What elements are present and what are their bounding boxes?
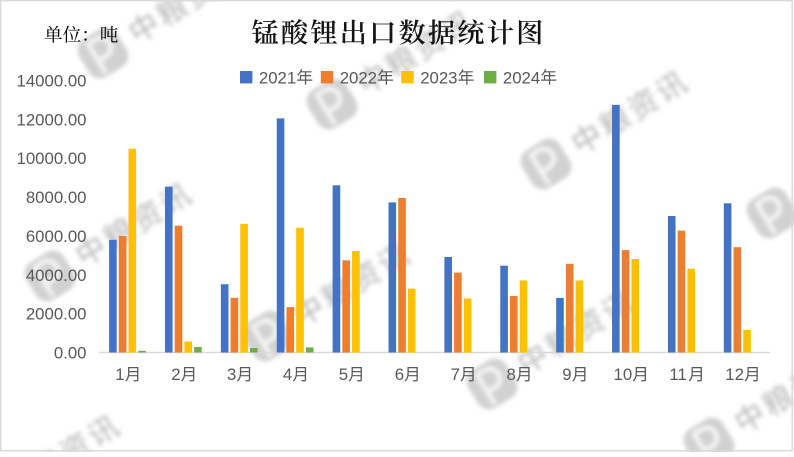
svg-text:9: 9 xyxy=(562,365,571,384)
svg-text:12000.00: 12000.00 xyxy=(17,110,87,129)
svg-text:11: 11 xyxy=(669,365,686,384)
svg-text:6: 6 xyxy=(395,365,404,384)
svg-text:2: 2 xyxy=(171,365,180,384)
svg-text:5: 5 xyxy=(339,365,348,384)
svg-text:2021: 2021 xyxy=(259,68,296,87)
svg-text:10000.00: 10000.00 xyxy=(17,149,87,168)
svg-text:4: 4 xyxy=(283,365,292,384)
svg-text:2023: 2023 xyxy=(420,68,457,87)
svg-text:14000.00: 14000.00 xyxy=(17,72,87,91)
svg-text:1: 1 xyxy=(115,365,124,384)
svg-text:10: 10 xyxy=(614,365,633,384)
svg-text:6000.00: 6000.00 xyxy=(26,227,87,246)
svg-text:12: 12 xyxy=(725,365,744,384)
svg-text:3: 3 xyxy=(227,365,236,384)
svg-text:4000.00: 4000.00 xyxy=(26,266,87,285)
svg-text:8000.00: 8000.00 xyxy=(26,188,87,207)
svg-text:2024: 2024 xyxy=(503,68,540,87)
svg-text:7: 7 xyxy=(451,365,460,384)
svg-text:8: 8 xyxy=(507,365,516,384)
svg-text:2022: 2022 xyxy=(340,68,377,87)
svg-text:2000.00: 2000.00 xyxy=(26,305,87,324)
svg-text:0.00: 0.00 xyxy=(54,344,87,363)
